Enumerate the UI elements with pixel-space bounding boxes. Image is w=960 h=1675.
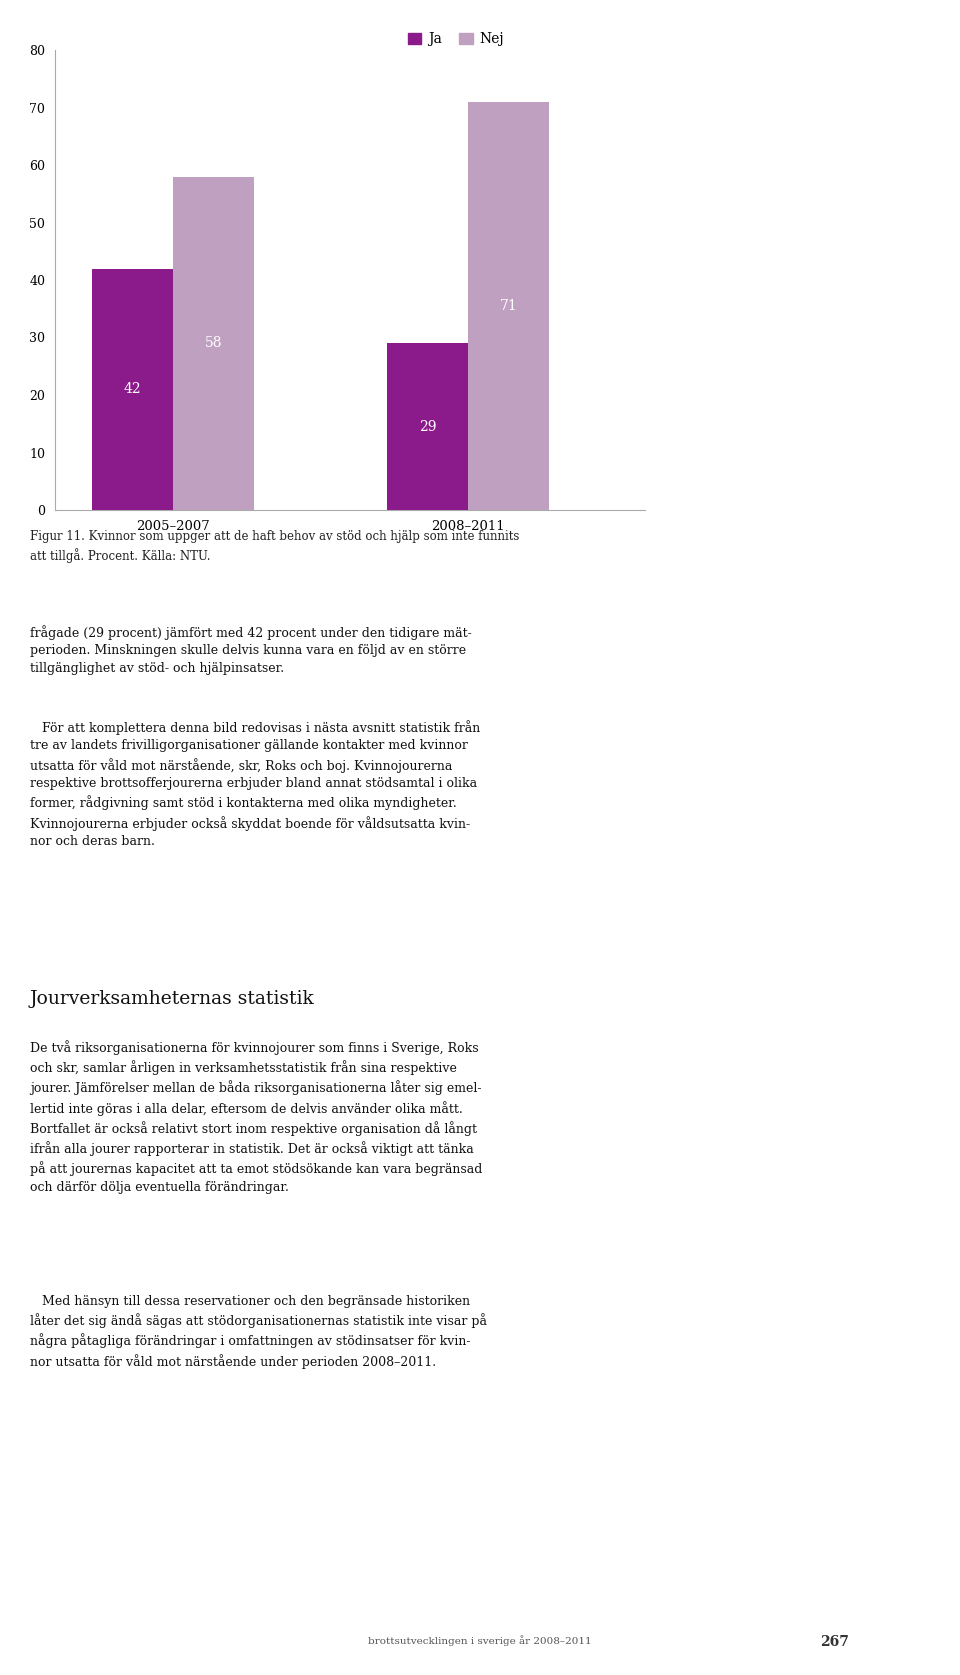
Text: 71: 71 bbox=[500, 298, 517, 313]
Bar bbox=[468, 102, 549, 509]
Text: 29: 29 bbox=[419, 420, 436, 434]
Text: frågade (29 procent) jämfört med 42 procent under den tidigare mät-
perioden. Mi: frågade (29 procent) jämfört med 42 proc… bbox=[30, 625, 471, 675]
Text: 42: 42 bbox=[124, 382, 141, 397]
Text: Jourverksamheternas statistik: Jourverksamheternas statistik bbox=[30, 990, 315, 1008]
Text: Figur 11. Kvinnor som uppger att de haft behov av stöd och hjälp som inte funnit: Figur 11. Kvinnor som uppger att de haft… bbox=[30, 529, 519, 563]
Text: Fördjupning  ·  Våld mot närstående: Fördjupning · Våld mot närstående bbox=[913, 730, 927, 945]
Text: 58: 58 bbox=[204, 337, 223, 350]
Text: För att komplettera denna bild redovisas i nästa avsnitt statistik från
tre av l: För att komplettera denna bild redovisas… bbox=[30, 720, 480, 848]
Text: 267: 267 bbox=[820, 1635, 849, 1648]
Text: De två riksorganisationerna för kvinnojourer som finns i Sverige, Roks
och skr, : De två riksorganisationerna för kvinnojo… bbox=[30, 1040, 482, 1194]
Bar bbox=[173, 176, 254, 509]
Bar bbox=[92, 268, 173, 509]
Text: brottsutvecklingen i sverige år 2008–2011: brottsutvecklingen i sverige år 2008–201… bbox=[369, 1635, 591, 1647]
Bar bbox=[387, 343, 468, 509]
Legend: Ja, Nej: Ja, Nej bbox=[402, 27, 510, 52]
Text: Med hänsyn till dessa reservationer och den begränsade historiken
låter det sig : Med hänsyn till dessa reservationer och … bbox=[30, 1295, 487, 1368]
